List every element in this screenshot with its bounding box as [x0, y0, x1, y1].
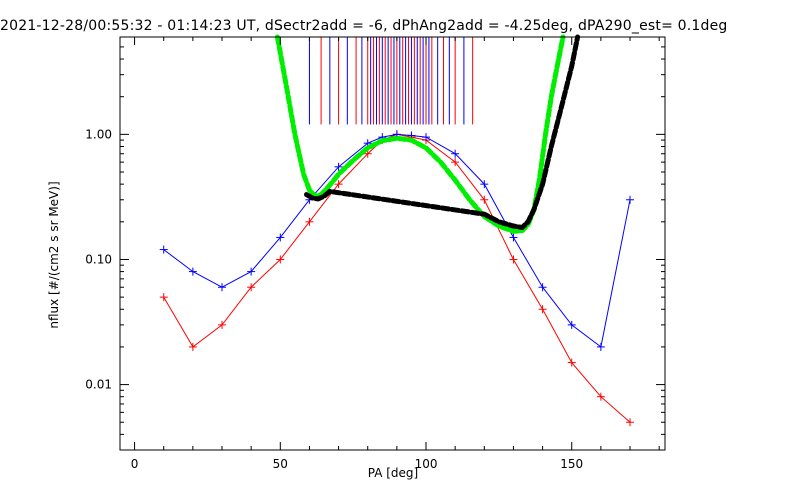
series-red-point — [567, 358, 576, 367]
plot-frame-layer — [119, 36, 666, 451]
series-black-curve — [304, 34, 581, 231]
series-red-point — [159, 293, 168, 302]
series-red-point — [276, 255, 285, 264]
series-blue-point — [422, 133, 431, 142]
series-blue-point — [247, 267, 256, 276]
chart-title: 2021-12-28/00:55:32 - 01:14:23 UT, dSect… — [0, 18, 728, 34]
x-axis-label: PA [deg] — [368, 466, 418, 480]
series-blue-point — [596, 342, 605, 351]
x-tick-label: 150 — [560, 457, 583, 471]
series-red-point — [334, 180, 343, 189]
x-tick-label: 0 — [131, 457, 139, 471]
series-blue-point — [334, 162, 343, 171]
y-tick-label: 1.00 — [85, 127, 112, 141]
series-red-point — [509, 255, 518, 264]
y-axis-label: nflux [#/(cm2 s sr MeV)] — [47, 181, 61, 328]
series-blue-point — [626, 195, 635, 204]
x-tick-label: 50 — [273, 457, 288, 471]
y-tick-label: 0.10 — [85, 252, 112, 266]
series-red-point — [305, 217, 314, 226]
series-blue-point — [276, 233, 285, 242]
axis-ticks-layer: 0 50 100 150 0.01 0.10 1.00 — [85, 36, 665, 471]
series-blue-point — [480, 180, 489, 189]
series-red-point — [451, 158, 460, 167]
series-red-point — [480, 195, 489, 204]
series-red-point — [188, 342, 197, 351]
series-red-line — [163, 133, 631, 423]
series-blue-line — [163, 133, 631, 348]
plot-markers-layer — [308, 37, 474, 125]
series-blue-point — [188, 267, 197, 276]
series-blue-point — [218, 283, 227, 292]
series-red-point — [626, 418, 635, 427]
series-blue-point — [159, 245, 168, 254]
series-blue-point — [451, 149, 460, 158]
plot-series-layer — [159, 34, 635, 427]
series-blue-point — [538, 283, 547, 292]
series-red-point — [247, 283, 256, 292]
series-blue-point — [567, 320, 576, 329]
series-red-point — [218, 320, 227, 329]
y-tick-label: 0.01 — [85, 378, 112, 392]
series-blue-point — [509, 233, 518, 242]
x-tick-label: 100 — [415, 457, 438, 471]
plot-frame — [119, 36, 666, 451]
series-red-point — [538, 305, 547, 314]
series-red-point — [596, 392, 605, 401]
